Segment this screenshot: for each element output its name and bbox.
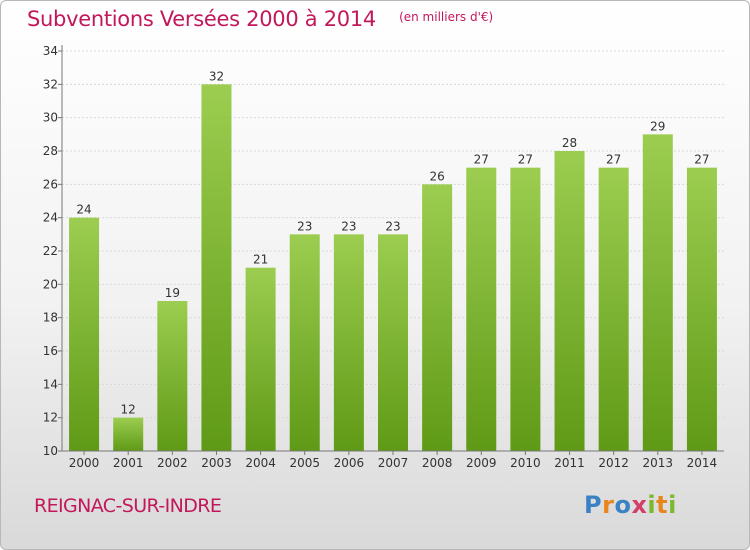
y-tick-label: 26 bbox=[43, 177, 58, 191]
chart-title: Subventions Versées 2000 à 2014 bbox=[27, 7, 376, 31]
x-tick-label: 2003 bbox=[201, 456, 232, 470]
y-tick-label: 18 bbox=[43, 311, 58, 325]
y-tick-label: 30 bbox=[43, 111, 58, 125]
chart-unit: (en milliers d'€) bbox=[399, 10, 494, 24]
y-tick-label: 20 bbox=[43, 277, 58, 291]
bar bbox=[113, 417, 144, 451]
y-tick-label: 12 bbox=[43, 411, 58, 425]
bar-value-label: 26 bbox=[429, 169, 444, 183]
x-tick-label: 2002 bbox=[157, 456, 188, 470]
bar-value-label: 23 bbox=[341, 219, 356, 233]
x-tick-label: 2005 bbox=[289, 456, 320, 470]
y-tick-label: 24 bbox=[43, 211, 58, 225]
bar-value-label: 23 bbox=[297, 219, 312, 233]
x-tick-label: 2006 bbox=[334, 456, 365, 470]
x-tick-label: 2004 bbox=[245, 456, 276, 470]
y-tick-label: 22 bbox=[43, 244, 58, 258]
x-tick-label: 2014 bbox=[687, 456, 718, 470]
y-tick-label: 28 bbox=[43, 144, 58, 158]
y-tick-label: 16 bbox=[43, 344, 58, 358]
x-tick-label: 2000 bbox=[69, 456, 100, 470]
bar bbox=[289, 234, 320, 451]
bar bbox=[642, 134, 673, 452]
bar-value-label: 27 bbox=[474, 153, 489, 167]
x-tick-label: 2009 bbox=[466, 456, 497, 470]
bar bbox=[69, 217, 100, 451]
proxiti-logo: Proxiti bbox=[584, 491, 677, 519]
bar-value-label: 24 bbox=[76, 203, 91, 217]
x-tick-label: 2013 bbox=[643, 456, 674, 470]
bar-value-label: 21 bbox=[253, 253, 268, 267]
town-name: REIGNAC-SUR-INDRE bbox=[34, 495, 222, 517]
bar bbox=[422, 184, 453, 452]
bar bbox=[157, 301, 188, 451]
x-tick-label: 2001 bbox=[113, 456, 144, 470]
bar-value-label: 27 bbox=[694, 153, 709, 167]
x-tick-label: 2011 bbox=[554, 456, 585, 470]
x-tick-label: 2007 bbox=[378, 456, 409, 470]
y-tick-label: 10 bbox=[43, 444, 58, 458]
bar bbox=[333, 234, 364, 451]
bar-value-label: 29 bbox=[650, 119, 665, 133]
bar bbox=[510, 167, 541, 451]
bar-value-label: 19 bbox=[165, 286, 180, 300]
bar-value-label: 32 bbox=[209, 69, 224, 83]
title-row: Subventions Versées 2000 à 2014 (en mill… bbox=[27, 7, 493, 31]
bar bbox=[554, 151, 585, 451]
x-tick-label: 2012 bbox=[598, 456, 629, 470]
y-tick-label: 34 bbox=[43, 44, 58, 58]
bar bbox=[598, 167, 629, 451]
bar-value-label: 12 bbox=[121, 403, 136, 417]
x-tick-label: 2010 bbox=[510, 456, 541, 470]
y-tick-label: 32 bbox=[43, 77, 58, 91]
x-tick-label: 2008 bbox=[422, 456, 453, 470]
bar bbox=[377, 234, 409, 451]
bar-value-label: 27 bbox=[606, 153, 621, 167]
bar-value-label: 28 bbox=[562, 136, 577, 150]
bar-value-label: 23 bbox=[385, 219, 400, 233]
bar bbox=[466, 167, 497, 451]
bar bbox=[686, 167, 717, 451]
bar bbox=[245, 267, 276, 451]
y-tick-label: 14 bbox=[43, 377, 58, 391]
bar bbox=[201, 84, 232, 451]
bar-value-label: 27 bbox=[518, 153, 533, 167]
